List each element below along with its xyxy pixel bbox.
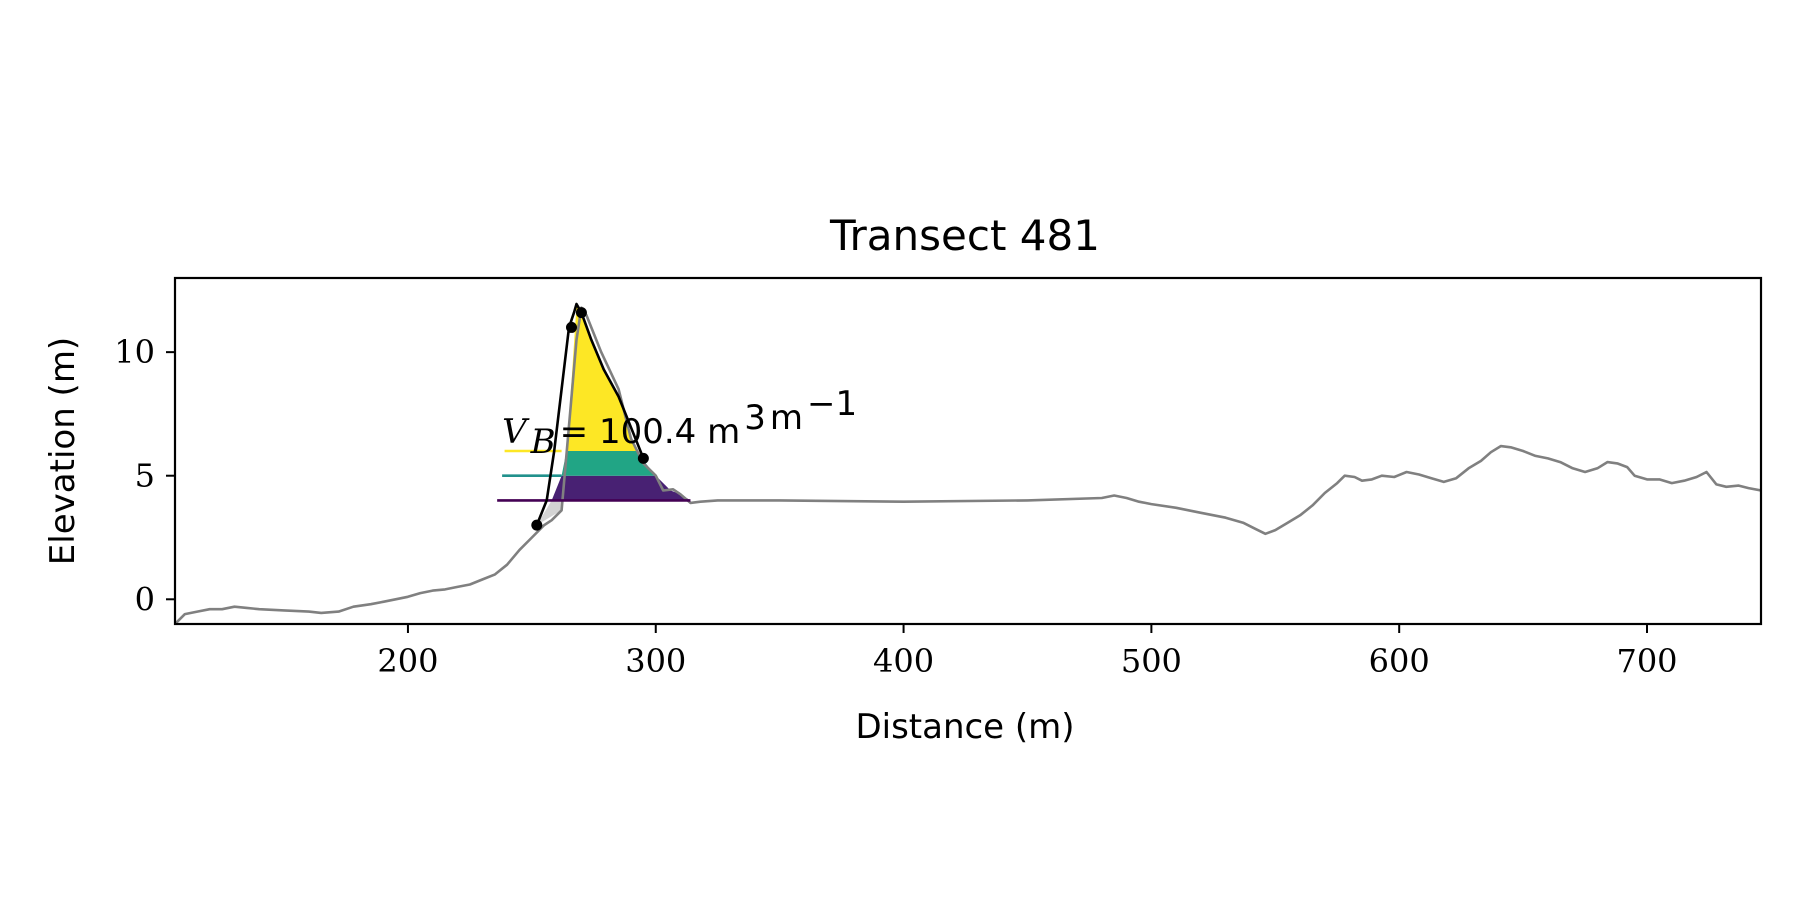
- volume-band-2: [561, 451, 656, 476]
- y-tick-label-10: 10: [114, 333, 155, 371]
- annotation-sup1: 3: [744, 398, 766, 438]
- x-tick-label-300: 300: [625, 642, 686, 680]
- plot-area: [175, 302, 1761, 624]
- annotation-sup2: −1: [807, 384, 857, 424]
- annotation-value: 100.4 m: [599, 412, 740, 452]
- profile-point-2: [566, 321, 577, 333]
- annotation-sub: B: [530, 422, 556, 462]
- profile-point-3: [575, 307, 587, 319]
- x-tick-label-600: 600: [1369, 642, 1430, 680]
- x-tick-label-400: 400: [873, 642, 934, 680]
- x-tick-label-200: 200: [377, 642, 438, 680]
- y-axis-label: Elevation (m): [43, 337, 83, 565]
- x-tick-label-700: 700: [1616, 642, 1677, 680]
- chart-title: Transect 481: [829, 211, 1100, 260]
- dune-profile-line: [535, 302, 645, 526]
- volume-band-1: [551, 475, 691, 501]
- plot-content: [175, 302, 1761, 624]
- annotation-unit: m: [770, 398, 803, 438]
- x-axis-label: Distance (m): [855, 707, 1074, 747]
- y-tick-label-0: 0: [135, 580, 155, 618]
- profile-point-1: [531, 519, 543, 531]
- ground-profile-line: [175, 306, 1761, 624]
- volume-band-3: [566, 305, 636, 451]
- x-tick-label-500: 500: [1121, 642, 1182, 680]
- axes-frame: [173, 276, 1763, 626]
- profile-point-4: [637, 452, 649, 464]
- y-tick-label-5: 5: [135, 457, 155, 495]
- annotation-var: V: [502, 412, 530, 452]
- axis-ticks: 200 300 400 500 600 700 0 5 10: [114, 333, 1677, 680]
- volume-annotation: V B = 100.4 m 3 m −1: [502, 384, 857, 462]
- toe-fill: [536, 500, 562, 526]
